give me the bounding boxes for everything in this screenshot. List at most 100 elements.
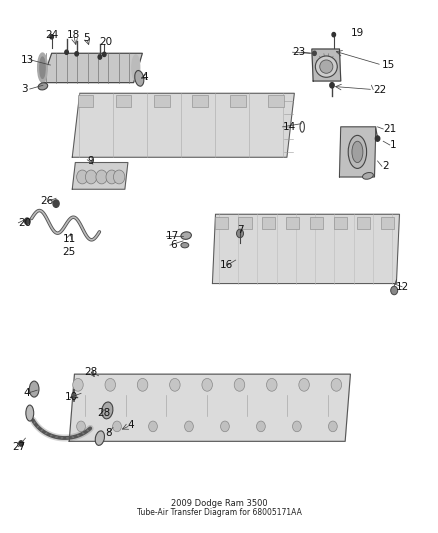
Ellipse shape <box>315 56 337 77</box>
Ellipse shape <box>363 173 373 179</box>
Text: 21: 21 <box>383 124 396 134</box>
Text: 28: 28 <box>98 408 111 418</box>
Ellipse shape <box>132 55 140 80</box>
Text: 9: 9 <box>88 156 95 166</box>
Bar <box>192 95 208 107</box>
Polygon shape <box>212 214 399 284</box>
Circle shape <box>170 378 180 391</box>
Ellipse shape <box>352 141 363 163</box>
Ellipse shape <box>320 60 333 74</box>
Circle shape <box>266 378 277 391</box>
Circle shape <box>391 286 398 295</box>
Polygon shape <box>69 374 350 441</box>
Text: 6: 6 <box>170 240 177 250</box>
Circle shape <box>184 421 193 432</box>
Bar <box>238 217 251 229</box>
Circle shape <box>138 378 148 391</box>
Bar <box>268 95 284 107</box>
Text: 26: 26 <box>41 197 54 206</box>
Text: 22: 22 <box>373 85 386 94</box>
Text: 2009 Dodge Ram 3500: 2009 Dodge Ram 3500 <box>171 499 267 508</box>
Circle shape <box>313 51 316 55</box>
Circle shape <box>293 421 301 432</box>
Text: 24: 24 <box>45 30 58 39</box>
Circle shape <box>75 52 78 56</box>
Text: 8: 8 <box>105 428 112 438</box>
Text: 3: 3 <box>21 84 28 94</box>
Polygon shape <box>339 127 376 177</box>
Text: 15: 15 <box>382 60 395 70</box>
Ellipse shape <box>181 232 191 239</box>
Text: 13: 13 <box>21 55 34 64</box>
Polygon shape <box>72 93 294 157</box>
Circle shape <box>221 421 230 432</box>
Text: 19: 19 <box>350 28 364 38</box>
Text: Tube-Air Transfer Diagram for 68005171AA: Tube-Air Transfer Diagram for 68005171AA <box>137 508 301 517</box>
Circle shape <box>25 218 30 224</box>
Text: 20: 20 <box>18 218 32 228</box>
Bar <box>381 217 394 229</box>
Bar <box>286 217 299 229</box>
Text: 28: 28 <box>85 367 98 377</box>
Circle shape <box>331 378 342 391</box>
Circle shape <box>375 136 380 141</box>
Text: 7: 7 <box>237 225 244 235</box>
Circle shape <box>85 170 97 184</box>
Bar <box>333 217 346 229</box>
Ellipse shape <box>181 243 189 248</box>
Text: 4: 4 <box>141 72 148 82</box>
Circle shape <box>53 200 59 207</box>
Ellipse shape <box>40 57 45 78</box>
Ellipse shape <box>348 135 367 168</box>
Circle shape <box>330 83 334 88</box>
Circle shape <box>328 421 337 432</box>
Text: 12: 12 <box>396 282 409 292</box>
Ellipse shape <box>135 70 144 86</box>
Ellipse shape <box>95 431 105 446</box>
Bar <box>215 217 228 229</box>
Circle shape <box>148 421 157 432</box>
Circle shape <box>105 378 116 391</box>
Circle shape <box>332 33 336 37</box>
Circle shape <box>96 170 107 184</box>
Text: 18: 18 <box>67 30 80 39</box>
Ellipse shape <box>29 381 39 397</box>
Text: 10: 10 <box>64 392 78 402</box>
Bar <box>116 95 131 107</box>
Text: 5: 5 <box>83 34 90 43</box>
Ellipse shape <box>38 53 47 82</box>
Bar <box>230 95 246 107</box>
Circle shape <box>113 170 125 184</box>
Ellipse shape <box>102 402 113 419</box>
Text: 25: 25 <box>63 247 76 256</box>
Bar <box>154 95 170 107</box>
Text: 14: 14 <box>283 122 296 132</box>
Circle shape <box>102 52 106 56</box>
Text: 20: 20 <box>99 37 113 46</box>
Circle shape <box>65 50 68 54</box>
Text: 17: 17 <box>166 231 179 240</box>
Text: 1: 1 <box>390 140 396 150</box>
Circle shape <box>77 170 88 184</box>
Text: 11: 11 <box>63 234 76 244</box>
Ellipse shape <box>26 405 34 421</box>
Text: 27: 27 <box>12 442 25 451</box>
Polygon shape <box>312 49 341 81</box>
Circle shape <box>98 55 102 59</box>
Circle shape <box>234 378 245 391</box>
Text: 4: 4 <box>24 389 31 398</box>
Bar <box>262 217 276 229</box>
Circle shape <box>106 170 117 184</box>
Circle shape <box>113 421 121 432</box>
Circle shape <box>257 421 265 432</box>
Bar <box>357 217 371 229</box>
Circle shape <box>77 421 85 432</box>
Circle shape <box>237 229 244 238</box>
Circle shape <box>73 378 83 391</box>
Polygon shape <box>72 163 128 189</box>
Circle shape <box>299 378 309 391</box>
Circle shape <box>202 378 212 391</box>
Text: 23: 23 <box>293 47 306 57</box>
Circle shape <box>19 441 23 446</box>
Circle shape <box>50 35 53 39</box>
